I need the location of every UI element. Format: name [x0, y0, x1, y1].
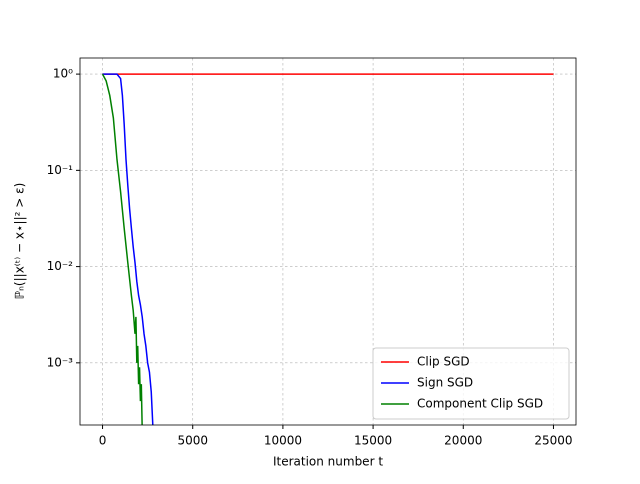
legend-label: Sign SGD	[417, 376, 473, 390]
y-axis-label: ℙₙ(||x⁽ᵗ⁾ − x⋆||² > ε)	[13, 183, 27, 300]
x-tick-label: 5000	[177, 434, 208, 448]
legend-box	[372, 347, 570, 420]
x-tick-label: 0	[99, 434, 107, 448]
y-tick-label: 10⁻³	[47, 355, 74, 369]
x-tick-label: 20000	[444, 434, 482, 448]
y-tick-label: 10⁻¹	[47, 163, 74, 177]
plot-frame	[79, 57, 577, 426]
x-tick-label: 15000	[354, 434, 392, 448]
y-tick-label: 10⁰	[53, 67, 73, 81]
legend-label: Clip SGD	[417, 355, 470, 369]
x-tick-label: 10000	[264, 434, 302, 448]
y-tick-label: 10⁻²	[47, 259, 74, 273]
x-axis-label: Iteration number t	[273, 455, 383, 469]
plot-lines	[101, 73, 554, 425]
legend-label: Component Clip SGD	[417, 397, 543, 411]
data-line	[102, 73, 154, 425]
data-line	[101, 73, 143, 425]
x-tick-label: 25000	[534, 434, 572, 448]
